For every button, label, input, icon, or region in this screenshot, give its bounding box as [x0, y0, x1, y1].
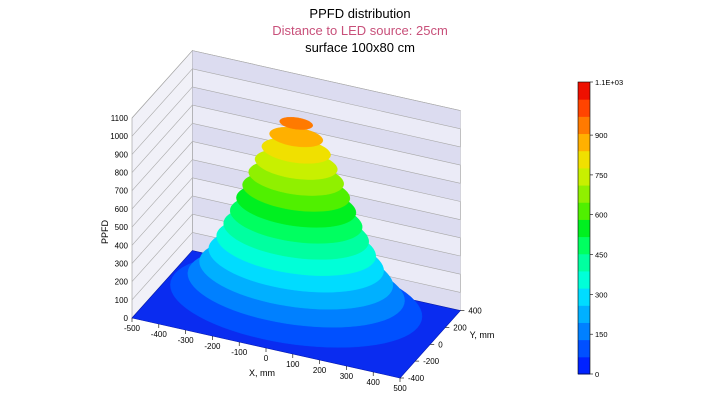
x-tick-label: -400 — [151, 330, 168, 339]
y-tick-label: -400 — [408, 374, 425, 383]
colorbar-band — [578, 99, 590, 117]
grid-line — [131, 122, 461, 191]
x-tick-label: 400 — [367, 378, 381, 387]
colorbar: 0 150 300 450 600 750 900 1.1E+03 — [577, 78, 623, 379]
colorbar-tick-label: 150 — [595, 330, 608, 339]
z-tick-label: 200 — [115, 278, 129, 287]
colorbar-band — [578, 305, 590, 323]
z-tick-label: 300 — [115, 260, 129, 269]
x-tick-label: -300 — [178, 336, 195, 345]
x-tick-label: 500 — [393, 384, 407, 393]
x-tick-label: 0 — [264, 354, 269, 363]
colorbar-tick-label: 0 — [595, 370, 599, 379]
x-tick-label: -200 — [204, 342, 221, 351]
wall-stripe — [192, 86, 461, 166]
colorbar-band — [578, 133, 590, 152]
colorbar-band — [578, 219, 590, 238]
z-tick-label: 100 — [115, 296, 129, 305]
chart-subtitle: Distance to LED source: 25cm — [272, 23, 448, 38]
colorbar-band — [578, 202, 590, 220]
colorbar-frame — [577, 81, 591, 375]
y-tick-label: -200 — [423, 357, 440, 366]
z-tick-label: 700 — [115, 187, 129, 196]
colorbar-tick-label: 1.1E+03 — [595, 78, 623, 87]
y-tick-label: 200 — [453, 323, 467, 332]
grid-line — [131, 141, 461, 210]
grid-line — [131, 104, 461, 173]
y-tick-label: 0 — [438, 340, 443, 349]
y-tick-label: 400 — [468, 307, 482, 316]
colorbar-band — [578, 339, 590, 358]
surface-band — [269, 126, 324, 148]
z-tick-label: 400 — [115, 241, 129, 250]
z-tick-label: 500 — [115, 223, 129, 232]
z-axis-ticks: 0 100 200 300 400 500 600 700 800 900 1000 1100 — [110, 114, 128, 323]
colorbar-band — [578, 236, 590, 255]
colorbar-band — [578, 253, 590, 272]
x-tick-label: -500 — [124, 324, 141, 333]
grid-line — [131, 86, 461, 155]
colorbar-band — [578, 167, 590, 186]
colorbar-band — [578, 356, 590, 375]
x-tick-label: 200 — [313, 366, 327, 375]
chart-title: PPFD distribution — [309, 6, 411, 21]
colorbar-band — [578, 270, 590, 289]
grid-line — [131, 159, 461, 228]
colorbar-tick-label: 450 — [595, 251, 608, 260]
z-tick-label: 800 — [115, 169, 129, 178]
z-tick-label: 0 — [124, 314, 129, 323]
z-tick-label: 1100 — [111, 114, 129, 123]
wall-stripe — [192, 50, 461, 129]
colorbar-tick-label: 300 — [595, 290, 608, 299]
surface-bands — [170, 116, 423, 348]
colorbar-band — [578, 82, 590, 100]
x-tick-label: 100 — [286, 360, 300, 369]
y-axis-label: Y, mm — [470, 330, 495, 340]
x-tick-label: -100 — [231, 348, 248, 357]
grid-line — [131, 50, 461, 119]
z-tick-label: 1000 — [110, 132, 128, 141]
colorbar-band — [578, 150, 590, 169]
z-axis-label: PPFD — [100, 220, 110, 245]
x-axis-label: X, mm — [249, 368, 275, 378]
colorbar-band — [578, 116, 590, 135]
surface-band — [279, 116, 314, 130]
grid-line — [131, 195, 461, 264]
x-tick-label: 300 — [340, 372, 354, 381]
colorbar-tick-label: 750 — [595, 171, 608, 180]
grid-line — [131, 177, 461, 246]
colorbar-band — [578, 322, 590, 341]
colorbar-tick-label: 900 — [595, 131, 608, 140]
grid-line — [131, 68, 461, 137]
colorbar-band — [578, 288, 590, 306]
chart-subtitle-2: surface 100x80 cm — [305, 40, 415, 55]
colorbar-band — [578, 185, 590, 203]
z-tick-label: 900 — [115, 150, 129, 159]
x-axis-ticks: -500 -400 -300 -200 -100 0 100 200 300 400 500 — [124, 318, 407, 393]
colorbar-tick-label: 600 — [595, 211, 608, 220]
z-tick-label: 600 — [115, 205, 129, 214]
